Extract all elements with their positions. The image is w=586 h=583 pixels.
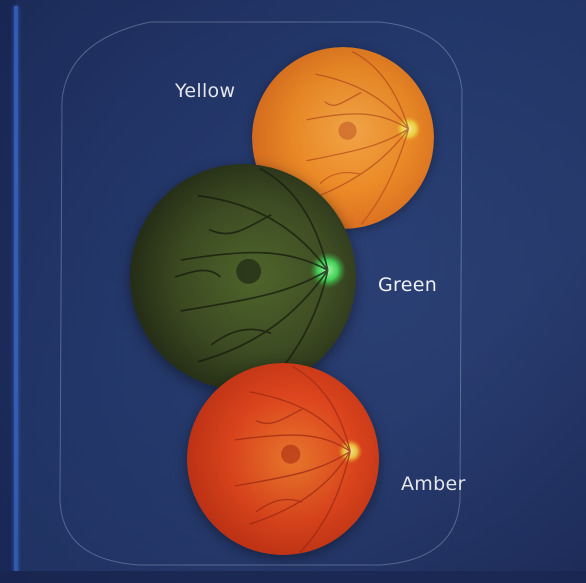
- label-amber: Amber: [401, 473, 466, 495]
- left-accent-line: [14, 6, 18, 580]
- bottom-band: [0, 571, 586, 583]
- label-yellow: Yellow: [175, 80, 236, 102]
- green-fundus-image: [130, 164, 356, 390]
- left-strip: [0, 0, 16, 583]
- amber-fundus-image: [187, 363, 379, 555]
- label-green: Green: [378, 274, 438, 296]
